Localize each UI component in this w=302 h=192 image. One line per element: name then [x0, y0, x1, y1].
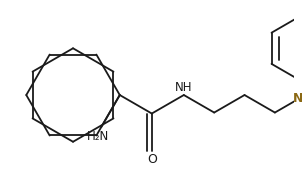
Text: H₂N: H₂N: [87, 130, 109, 143]
Text: NH: NH: [175, 81, 193, 94]
Text: O: O: [147, 153, 157, 166]
Text: N: N: [293, 92, 302, 105]
